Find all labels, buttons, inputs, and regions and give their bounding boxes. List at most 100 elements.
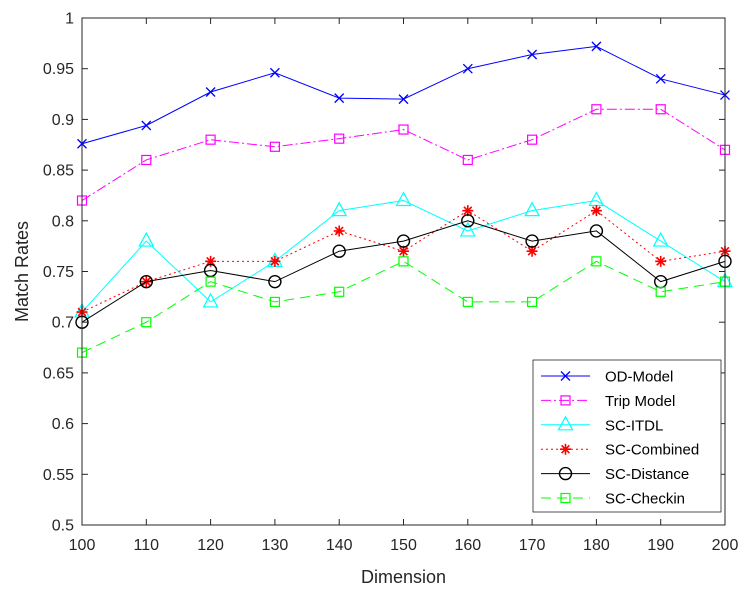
data-point <box>395 191 412 207</box>
data-point <box>268 274 282 289</box>
data-point <box>462 154 473 166</box>
data-point <box>205 255 217 267</box>
ticks-layer: 100 110 120 130 140 150 160 170 180 190 200 0.5 0.55… <box>43 11 739 555</box>
legend-swatch-marker <box>558 466 573 481</box>
legend-label: SC-Distance <box>605 466 689 483</box>
data-point <box>141 120 152 131</box>
data-point <box>269 296 280 308</box>
y-tick-label: 1 <box>65 11 74 28</box>
legend-entry: SC-Combined <box>541 442 699 459</box>
y-tick-label: 0.65 <box>43 365 74 382</box>
x-tick-label: 100 <box>69 537 96 554</box>
data-point <box>205 134 216 145</box>
data-point <box>524 201 541 217</box>
data-point <box>396 234 411 248</box>
data-point <box>332 244 346 258</box>
data-point <box>269 255 281 267</box>
legend-label: SC-Checkin <box>605 491 685 508</box>
data-point <box>398 245 409 257</box>
y-tick-label: 0.5 <box>52 518 74 535</box>
x-axis-label: Dimension <box>361 567 446 587</box>
data-point <box>462 63 473 74</box>
data-point <box>205 276 216 287</box>
x-tick-label: 120 <box>197 537 224 554</box>
x-tick-label: 190 <box>647 537 674 554</box>
data-point <box>205 87 216 97</box>
legend-entry: Trip Model <box>541 393 675 410</box>
data-point <box>527 49 538 60</box>
data-point <box>526 134 538 145</box>
series-line <box>81 260 726 354</box>
data-point <box>334 93 345 104</box>
x-tick-label: 140 <box>326 537 353 554</box>
legend-swatch-marker <box>560 395 571 406</box>
data-point <box>203 263 218 278</box>
y-tick-label: 0.7 <box>52 315 74 332</box>
x-tick-label: 200 <box>712 537 739 554</box>
y-tick-label: 0.85 <box>43 163 74 180</box>
data-point <box>655 255 667 267</box>
legend-entry: SC-Distance <box>541 466 689 483</box>
legend-entry: SC-ITDL <box>541 415 663 434</box>
y-tick-label: 0.9 <box>52 112 74 129</box>
data-point <box>591 104 602 115</box>
legend-swatch-marker <box>560 371 571 381</box>
legend-label: SC-Combined <box>605 442 699 459</box>
legend-label: Trip Model <box>605 393 675 410</box>
y-tick-label: 0.8 <box>52 213 74 230</box>
data-point <box>334 133 345 144</box>
y-tick-label: 0.6 <box>52 416 74 433</box>
legend-entry: SC-Checkin <box>541 491 685 508</box>
data-point <box>462 296 473 308</box>
legend-swatch-marker <box>560 492 571 504</box>
data-point <box>591 256 602 267</box>
data-point <box>655 73 666 84</box>
series-sc-checkin <box>76 256 731 358</box>
x-tick-label: 130 <box>262 537 289 554</box>
data-point <box>526 296 538 308</box>
y-tick-label: 0.55 <box>43 467 74 484</box>
series-line <box>81 220 726 323</box>
data-point <box>141 317 152 328</box>
series-layer <box>73 41 734 358</box>
x-tick-label: 160 <box>454 537 481 554</box>
data-point <box>331 201 348 217</box>
data-point <box>525 234 539 248</box>
data-point <box>591 41 602 52</box>
data-point <box>526 245 538 257</box>
x-tick-label: 150 <box>390 537 417 554</box>
legend-swatch-marker <box>557 415 574 431</box>
data-point <box>202 292 219 308</box>
data-point <box>269 67 280 78</box>
x-tick-label: 110 <box>134 537 160 554</box>
series-line <box>81 108 726 201</box>
data-point <box>655 286 666 297</box>
y-tick-label: 0.95 <box>43 61 74 78</box>
data-point <box>333 225 345 237</box>
data-point <box>655 104 666 115</box>
data-point <box>398 256 409 267</box>
data-point <box>589 224 604 238</box>
data-point <box>590 205 602 217</box>
data-point <box>398 124 409 135</box>
data-point <box>459 221 476 237</box>
data-point <box>652 231 669 247</box>
data-point <box>334 286 345 297</box>
series-line <box>81 199 726 313</box>
data-point <box>141 154 152 166</box>
legend-label: SC-ITDL <box>605 417 663 434</box>
legend-swatch-marker <box>560 443 571 455</box>
data-point <box>461 214 475 228</box>
legend: OD-Model Trip Model SC-ITDL SC-Combined SC-D… <box>532 359 722 513</box>
x-tick-label: 180 <box>583 537 610 554</box>
data-point <box>269 141 280 152</box>
data-point <box>138 231 155 247</box>
y-tick-label: 0.75 <box>43 264 74 281</box>
y-axis-label: Match Rates <box>12 221 32 322</box>
data-point <box>462 205 474 217</box>
legend-entry: OD-Model <box>541 369 673 386</box>
data-point <box>139 274 154 289</box>
x-tick-label: 170 <box>519 537 546 554</box>
data-point <box>398 94 409 105</box>
